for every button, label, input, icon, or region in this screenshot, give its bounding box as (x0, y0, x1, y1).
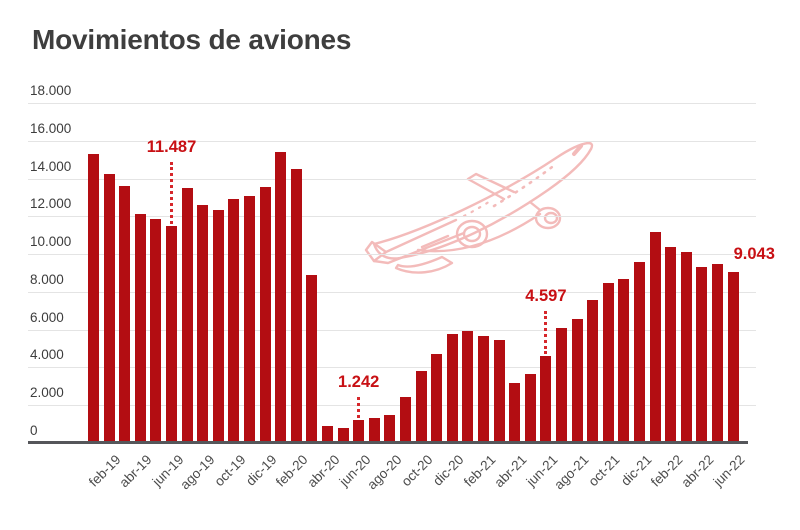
bar-dic-19 (259, 187, 271, 443)
y-axis-tick-label: 10.000 (30, 234, 72, 250)
x-axis-baseline (28, 441, 748, 444)
bar-ene-20 (275, 152, 287, 443)
gridline (28, 405, 756, 407)
bar-ene-21 (462, 331, 474, 443)
gridline (28, 103, 756, 104)
gridline (28, 329, 756, 331)
bar-sep-20 (400, 397, 411, 443)
annotation-jun-21: 4.597 (525, 287, 567, 305)
bar-sep-19 (212, 210, 224, 443)
bar-mar-19 (119, 186, 131, 443)
plane-watermark-icon (364, 141, 594, 274)
bar-abr-20 (322, 426, 333, 443)
bar-feb-20 (290, 169, 302, 443)
bar-feb-19 (103, 174, 115, 443)
bar-nov-21 (618, 279, 630, 443)
bar-oct-19 (228, 199, 240, 443)
bar-ago-20 (384, 415, 396, 443)
y-axis-tick-label: 12.000 (30, 196, 72, 212)
bar-abr-21 (509, 383, 521, 443)
bar-mar-22 (680, 252, 692, 443)
bar-jul-19 (181, 188, 193, 443)
y-axis-tick-label: 0 (30, 423, 38, 438)
bar-feb-22 (665, 247, 677, 443)
y-axis-tick-label: 6.000 (30, 309, 64, 325)
bar-dic-21 (634, 262, 645, 443)
annotation-jun-22: 9.043 (733, 245, 775, 263)
annotation-jun-19: 11.487 (146, 138, 197, 156)
y-axis-tick-label: 8.000 (30, 271, 64, 287)
bar-ene-19 (88, 154, 99, 443)
bar-may-21 (524, 374, 536, 443)
gridline (28, 367, 756, 369)
gridline (28, 291, 756, 293)
gridline (28, 254, 756, 256)
gridline (28, 216, 756, 218)
bar-mar-21 (493, 340, 505, 443)
y-axis-tick-label: 18.000 (30, 83, 72, 98)
bar-jun-20 (353, 420, 365, 443)
bar-oct-21 (602, 283, 614, 443)
y-axis-tick-label: 14.000 (30, 158, 72, 174)
bar-dic-20 (446, 334, 458, 443)
annotation-dotted-line (357, 397, 361, 418)
annotation-jun-20: 1.242 (338, 373, 380, 391)
annotation-dotted-line (544, 311, 548, 354)
bar-ago-21 (571, 319, 583, 443)
bar-mar-20 (306, 275, 318, 443)
bar-nov-20 (431, 354, 443, 443)
bar-may-22 (712, 264, 723, 443)
bar-jul-20 (368, 418, 380, 443)
gridline (28, 178, 756, 180)
chart-title: Movimientos de aviones (32, 24, 352, 55)
bar-jun-22 (727, 272, 739, 443)
y-axis-tick-label: 4.000 (30, 347, 64, 363)
bar-ago-19 (197, 205, 209, 443)
bar-feb-21 (478, 336, 489, 443)
bar-jul-21 (556, 328, 567, 443)
bar-jun-19 (166, 226, 177, 443)
bar-oct-20 (415, 371, 427, 443)
bar-sep-21 (587, 300, 599, 443)
bar-may-19 (150, 219, 162, 443)
annotation-dotted-line (170, 162, 173, 224)
bar-ene-22 (649, 232, 661, 443)
bar-abr-19 (134, 214, 146, 443)
gridline (28, 140, 756, 142)
bar-nov-19 (244, 196, 255, 443)
bar-may-20 (337, 428, 349, 443)
bar-abr-22 (696, 267, 708, 443)
bar-jun-21 (540, 356, 552, 443)
y-axis-tick-label: 2.000 (30, 385, 64, 401)
y-axis-tick-label: 16.000 (30, 120, 72, 136)
